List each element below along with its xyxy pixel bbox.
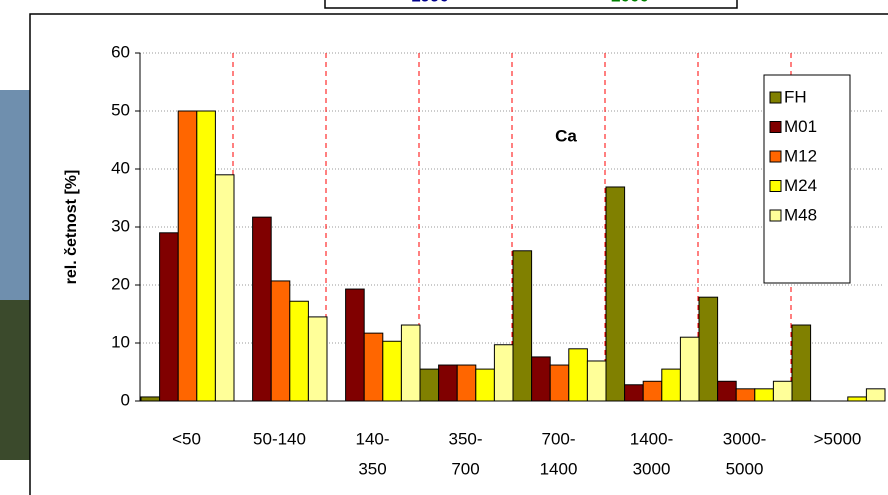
y-tick-label: 30 xyxy=(111,216,130,235)
legend-swatch xyxy=(769,209,782,222)
x-tick-label: 3000 xyxy=(633,459,671,478)
legend-label: M01 xyxy=(784,117,817,136)
x-tick-label: 3000- xyxy=(723,429,766,448)
bar xyxy=(679,336,700,402)
bar xyxy=(214,174,235,402)
bar xyxy=(531,356,551,402)
legend-label: M12 xyxy=(784,146,817,165)
header-box xyxy=(324,0,738,9)
bar xyxy=(252,216,272,402)
bar xyxy=(642,380,663,402)
bar xyxy=(419,368,440,402)
x-tick-label: 700 xyxy=(451,459,479,478)
header-right: 2000 xyxy=(611,0,649,5)
legend-swatch xyxy=(769,180,782,192)
bar xyxy=(400,324,421,402)
bar xyxy=(438,364,458,402)
x-tick-label: 350- xyxy=(448,429,482,448)
y-tick-label: 60 xyxy=(111,42,130,61)
chart-panel xyxy=(29,13,888,495)
bar xyxy=(512,250,533,402)
bar xyxy=(661,368,681,402)
x-tick-label: 50-140 xyxy=(253,429,306,448)
bar xyxy=(456,364,477,402)
y-tick-label: 20 xyxy=(111,274,130,293)
legend-label: FH xyxy=(784,87,807,106)
x-tick-label: 700- xyxy=(541,429,575,448)
legend-swatch xyxy=(769,150,782,163)
bar xyxy=(586,360,607,402)
bar xyxy=(177,110,198,402)
bar xyxy=(568,348,588,402)
bar xyxy=(847,396,867,402)
bar xyxy=(698,296,719,402)
legend-swatch xyxy=(769,91,782,104)
bar xyxy=(754,388,774,402)
x-tick-label: <50 xyxy=(172,429,201,448)
bar xyxy=(865,388,886,402)
header-left: 1990 xyxy=(411,0,449,5)
bar xyxy=(493,344,514,402)
bar xyxy=(475,368,495,402)
bar xyxy=(270,280,291,402)
x-tick-label: 350 xyxy=(358,459,386,478)
bar xyxy=(159,232,179,402)
bar xyxy=(382,340,402,402)
annotation: Ca xyxy=(555,126,577,145)
x-tick-label: 1400- xyxy=(630,429,673,448)
x-tick-label: >5000 xyxy=(814,429,862,448)
bar xyxy=(624,384,644,402)
legend-swatch xyxy=(769,121,782,133)
bar xyxy=(605,186,626,402)
legend-label: M48 xyxy=(784,205,817,224)
bar xyxy=(717,380,737,402)
background-trees xyxy=(0,300,30,460)
legend-label: M24 xyxy=(784,176,817,195)
bar xyxy=(363,332,384,402)
x-tick-label: 5000 xyxy=(726,459,764,478)
bar xyxy=(307,316,328,402)
bar xyxy=(345,288,365,402)
y-tick-label: 40 xyxy=(111,158,130,177)
y-tick-label: 10 xyxy=(111,332,130,351)
bar xyxy=(791,324,812,402)
y-tick-label: 50 xyxy=(111,100,130,119)
y-tick-label: 0 xyxy=(121,390,130,409)
bar xyxy=(289,300,309,402)
bar xyxy=(196,110,216,402)
bar xyxy=(735,388,756,402)
bar xyxy=(140,396,161,402)
y-axis-label: rel. četnost [%] xyxy=(63,170,80,285)
bar xyxy=(772,380,793,402)
x-tick-label: 140- xyxy=(355,429,389,448)
x-tick-label: 1400 xyxy=(540,459,578,478)
legend-box xyxy=(763,74,851,284)
bar xyxy=(549,364,570,402)
